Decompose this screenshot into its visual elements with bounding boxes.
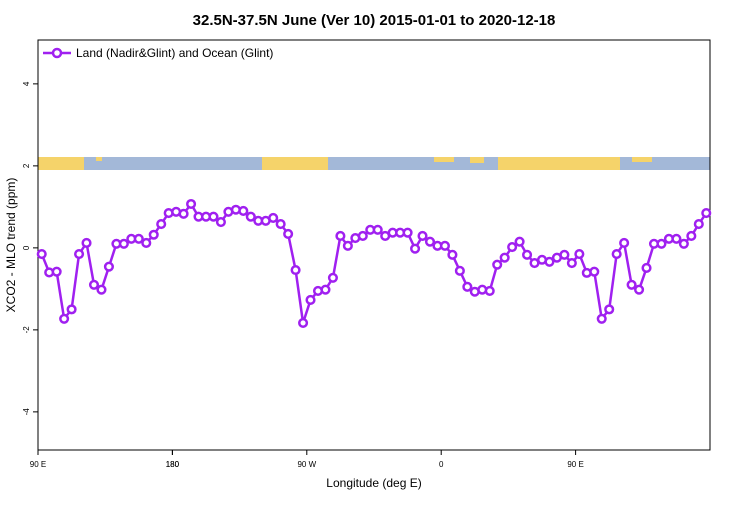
- data-point: [634, 284, 645, 295]
- data-point: [544, 256, 555, 267]
- data-point: [156, 219, 167, 230]
- data-point: [522, 249, 533, 260]
- data-point: [626, 279, 637, 290]
- data-point: [671, 233, 682, 244]
- land-band: [38, 157, 84, 170]
- data-point: [678, 238, 689, 249]
- legend-marker: [51, 47, 63, 59]
- data-point: [619, 237, 630, 248]
- data-point: [178, 208, 189, 219]
- data-point: [88, 279, 100, 290]
- data-point: [96, 284, 107, 295]
- data-point: [186, 198, 197, 210]
- data-point: [439, 240, 450, 251]
- data-point: [514, 236, 525, 247]
- data-point: [693, 219, 704, 230]
- chart-title: 32.5N-37.5N June (Ver 10) 2015-01-01 to …: [193, 12, 556, 29]
- data-point: [604, 304, 615, 315]
- data-point: [611, 248, 622, 260]
- data-point: [141, 237, 152, 248]
- data-point: [342, 240, 353, 251]
- data-point: [372, 224, 383, 235]
- data-point: [357, 230, 368, 242]
- data-point: [66, 304, 77, 315]
- data-point: [290, 264, 301, 276]
- x-axis-label: Longitude (deg E): [326, 476, 421, 490]
- data-point: [74, 248, 85, 260]
- data-point: [268, 212, 279, 223]
- y-tick-label: -2: [22, 326, 31, 334]
- data-point: [410, 243, 421, 254]
- land-band: [96, 157, 102, 161]
- data-point: [238, 205, 249, 217]
- x-tick-label: 180: [166, 460, 180, 469]
- data-point: [118, 238, 129, 249]
- data-point: [335, 230, 346, 242]
- data-point: [148, 229, 159, 240]
- legend-label: Land (Nadir&Glint) and Ocean (Glint): [76, 46, 273, 60]
- plot-frame: [37, 39, 711, 451]
- data-point: [499, 252, 510, 263]
- land-band: [470, 157, 484, 163]
- x-tick-label: 180: [166, 460, 180, 469]
- data-point: [275, 219, 286, 230]
- data-point: [81, 237, 92, 248]
- data-point: [492, 259, 503, 270]
- data-point: [245, 211, 256, 222]
- data-point: [283, 228, 294, 239]
- data-point: [59, 313, 70, 324]
- data-point: [454, 265, 465, 276]
- data-point: [641, 262, 652, 274]
- x-tick-label: 0: [439, 460, 444, 469]
- data-point: [484, 285, 495, 296]
- data-point: [402, 227, 413, 238]
- data-point: [686, 230, 697, 242]
- data-point: [424, 236, 436, 247]
- data-point: [51, 266, 62, 277]
- x-tick-label: 90 E: [567, 460, 583, 469]
- land-band: [498, 157, 620, 170]
- data-point: [103, 261, 114, 272]
- data-point: [447, 249, 458, 260]
- data-point: [507, 242, 518, 253]
- data-point: [320, 284, 331, 295]
- data-point: [417, 230, 428, 242]
- data-point: [36, 248, 47, 260]
- data-point: [656, 238, 667, 249]
- land-band: [434, 157, 454, 162]
- data-point: [596, 313, 607, 324]
- data-point: [566, 257, 577, 269]
- legend: Land (Nadir&Glint) and Ocean (Glint): [43, 46, 273, 60]
- data-point: [133, 233, 144, 244]
- y-tick-label: -4: [22, 408, 31, 416]
- y-tick-label: 0: [22, 245, 31, 250]
- data-point: [462, 281, 473, 292]
- y-tick-label: 4: [22, 81, 31, 86]
- data-point: [701, 207, 712, 219]
- data-point: [215, 216, 226, 228]
- x-tick-label: 90 E: [30, 460, 46, 469]
- land-band: [632, 157, 652, 162]
- y-axis-label: XCO2 - MLO trend (ppm): [4, 178, 18, 313]
- data-point: [574, 248, 585, 260]
- y-tick-label: 2: [22, 163, 31, 168]
- data-point: [559, 249, 570, 260]
- land-band: [262, 157, 328, 170]
- data-point: [589, 266, 600, 277]
- data-point: [208, 211, 219, 222]
- data-point: [305, 294, 316, 305]
- land-mask: [38, 157, 710, 170]
- data-point: [298, 317, 309, 328]
- x-tick-label: 90 W: [297, 460, 316, 469]
- data-point: [327, 272, 338, 283]
